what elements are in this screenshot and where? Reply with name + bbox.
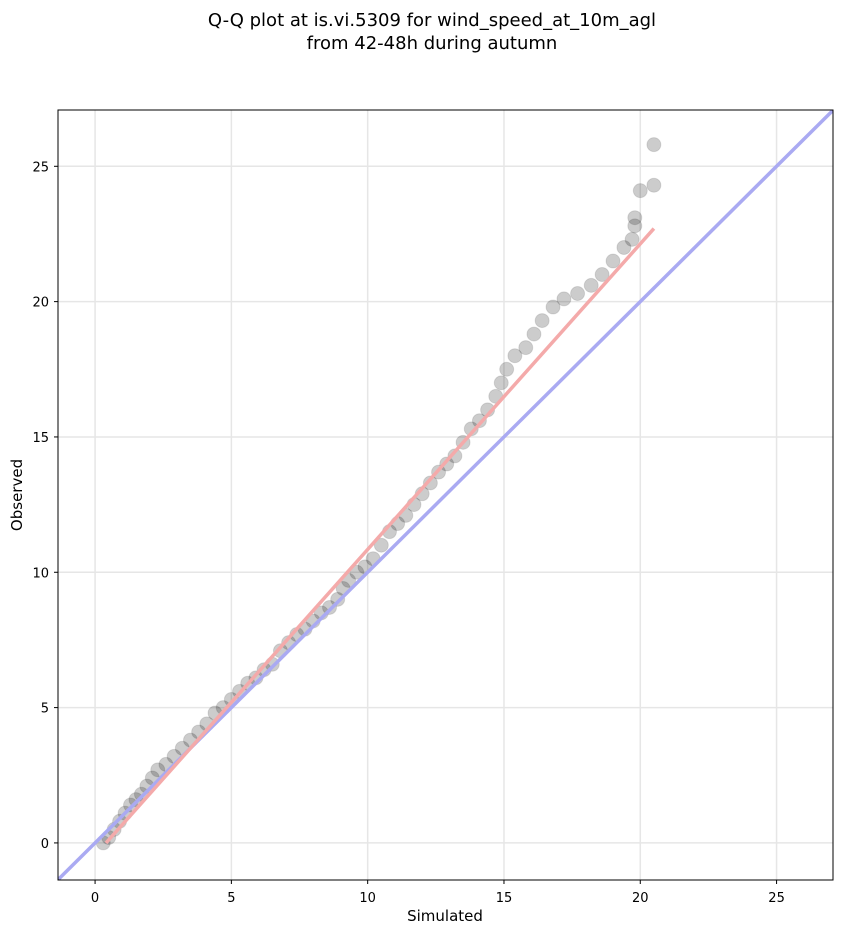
x-tick-label: 5 — [227, 891, 235, 906]
point — [507, 348, 523, 364]
points — [95, 137, 662, 851]
x-tick-label: 20 — [632, 891, 649, 906]
y-tick-label: 25 — [32, 160, 49, 175]
x-tick-label: 15 — [496, 891, 513, 906]
point — [373, 537, 389, 553]
x-axis-label: Simulated — [407, 907, 483, 925]
y-tick-label: 5 — [41, 702, 49, 717]
grid — [58, 110, 833, 880]
point — [499, 361, 515, 377]
point — [570, 286, 586, 302]
point — [439, 456, 455, 472]
point — [605, 253, 621, 269]
point — [526, 326, 542, 342]
plot-frame — [57, 109, 834, 881]
point — [322, 599, 338, 615]
point — [330, 591, 346, 607]
chart-title: from 42-48h during autumn — [307, 33, 558, 54]
point — [594, 267, 610, 283]
point — [150, 762, 166, 778]
point — [518, 340, 534, 356]
reference-line — [104, 227, 656, 845]
point — [349, 564, 365, 580]
reference-lines — [58, 110, 833, 880]
point — [583, 277, 599, 293]
point — [646, 137, 662, 153]
point — [624, 231, 640, 247]
point — [471, 413, 487, 429]
point — [616, 239, 632, 255]
y-axis-label: Observed — [8, 459, 26, 531]
x-tick-label: 0 — [91, 891, 99, 906]
chart-title: Q-Q plot at is.vi.5309 for wind_speed_at… — [208, 10, 656, 31]
point — [646, 177, 662, 193]
y-tick-label: 10 — [32, 566, 49, 581]
point — [627, 210, 643, 226]
point — [627, 218, 643, 234]
y-tick-label: 0 — [41, 837, 49, 852]
point — [556, 291, 572, 307]
point — [632, 183, 648, 199]
point — [422, 475, 438, 491]
point — [534, 313, 550, 329]
x-tick-label: 10 — [359, 891, 376, 906]
x-tick-label: 25 — [768, 891, 785, 906]
y-tick-label: 15 — [32, 431, 49, 446]
point — [447, 448, 463, 464]
y-tick-label: 20 — [32, 296, 49, 311]
point — [493, 375, 509, 391]
point — [545, 299, 561, 315]
